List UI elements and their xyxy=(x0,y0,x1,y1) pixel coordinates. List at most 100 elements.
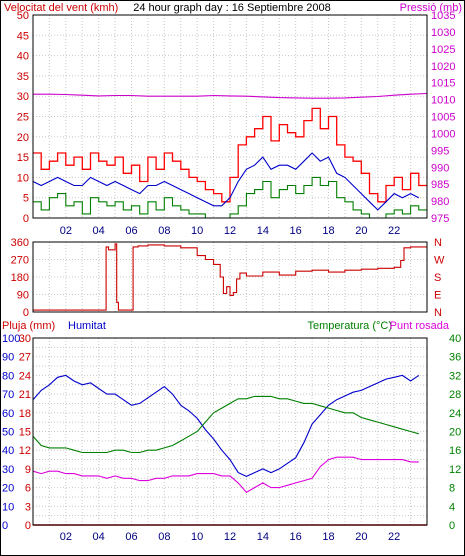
series-pressure xyxy=(33,92,428,99)
rain-tick-27: 27 xyxy=(19,352,31,364)
hour-ticks-bottom: 02 04 06 08 10 12 14 16 18 20 22 xyxy=(60,531,401,543)
pressure-tick-1015: 1015 xyxy=(431,78,455,90)
rain-tick-24: 24 xyxy=(19,370,31,382)
wind-speed-ticks: 0 5 10 15 20 25 30 35 40 45 50 xyxy=(17,10,29,225)
hour-tick-top-02: 02 xyxy=(60,225,72,237)
pressure-ticks: 975 980 985 990 995 1000 1005 1010 1015 1020 1025 1… xyxy=(431,10,455,225)
pressure-tick-975: 975 xyxy=(431,213,449,225)
rain-tick-30: 30 xyxy=(19,333,31,345)
panel-wind-pressure-grid xyxy=(33,15,427,218)
wind-tick-40: 40 xyxy=(17,51,29,63)
hour-tick-top-08: 08 xyxy=(158,225,170,237)
hour-tick-top-12: 12 xyxy=(224,225,236,237)
pressure-tick-1010: 1010 xyxy=(431,95,455,107)
wind-tick-45: 45 xyxy=(17,30,29,42)
temp-tick-8: 8 xyxy=(449,483,455,495)
hour-tick-top-06: 06 xyxy=(125,225,137,237)
hour-tick-top-10: 10 xyxy=(191,225,203,237)
hour-tick-top-16: 16 xyxy=(290,225,302,237)
panel-wind-pressure: Velocitat del vent (kmh) 24 hour graph d… xyxy=(4,2,462,237)
series-temperature xyxy=(32,395,419,454)
rain-axis-label: Pluja (mm) xyxy=(2,320,55,332)
wind-tick-0: 0 xyxy=(23,213,29,225)
series-minimum xyxy=(33,176,427,219)
rain-tick-9: 9 xyxy=(25,464,31,476)
compass-tick-N-4: N xyxy=(434,237,442,249)
hour-tick-bottom-04: 04 xyxy=(93,531,105,543)
wind-tick-15: 15 xyxy=(17,152,29,164)
series-dewpoint xyxy=(32,456,419,494)
hour-tick-bottom-20: 20 xyxy=(355,531,367,543)
rain-ticks: 0 3 6 9 12 15 18 21 24 27 30 xyxy=(19,333,31,532)
pressure-tick-995: 995 xyxy=(431,145,449,157)
pressure-tick-1000: 1000 xyxy=(431,128,455,140)
hour-tick-bottom-08: 08 xyxy=(158,531,170,543)
hour-tick-bottom-06: 06 xyxy=(125,531,137,543)
direction-tick-90: 90 xyxy=(17,290,29,302)
panel-wind-direction-series xyxy=(33,243,427,311)
rain-tick-18: 18 xyxy=(19,408,31,420)
humidity-tick-80: 80 xyxy=(2,370,14,382)
temp-tick-12: 12 xyxy=(449,464,461,476)
temp-tick-16: 16 xyxy=(449,445,461,457)
pressure-tick-1030: 1030 xyxy=(431,27,455,39)
temp-tick-32: 32 xyxy=(449,370,461,382)
hour-tick-top-20: 20 xyxy=(355,225,367,237)
hour-tick-top-18: 18 xyxy=(322,225,334,237)
temp-tick-28: 28 xyxy=(449,389,461,401)
dewpoint-axis-label: Punt rosada xyxy=(390,320,450,332)
chart-title: 24 hour graph day : 16 Septiembre 2008 xyxy=(133,2,331,14)
compass-tick-W-3: W xyxy=(434,255,445,267)
compass-tick-N-0: N xyxy=(434,307,442,319)
temperature-axis-label: Temperatura (°C) xyxy=(308,320,392,332)
humidity-tick-0: 0 xyxy=(2,520,8,532)
humidity-tick-10: 10 xyxy=(2,501,14,513)
hour-tick-bottom-16: 16 xyxy=(290,531,302,543)
humidity-tick-20: 20 xyxy=(2,483,14,495)
humidity-axis-label: Humitat xyxy=(68,320,106,332)
temp-tick-0: 0 xyxy=(449,520,455,532)
wind-speed-axis-label: Velocitat del vent (kmh) xyxy=(4,2,118,14)
compass-tick-E-1: E xyxy=(434,290,441,302)
rain-tick-0: 0 xyxy=(25,520,31,532)
rain-tick-12: 12 xyxy=(19,445,31,457)
compass-tick-S-2: S xyxy=(434,272,441,284)
humidity-tick-40: 40 xyxy=(2,445,14,457)
pressure-axis-label: Pressió (mb) xyxy=(400,2,462,14)
hour-tick-bottom-14: 14 xyxy=(257,531,269,543)
wind-tick-25: 25 xyxy=(17,112,29,124)
hour-tick-bottom-18: 18 xyxy=(322,531,334,543)
direction-tick-270: 270 xyxy=(11,255,29,267)
hour-tick-top-04: 04 xyxy=(93,225,105,237)
wind-tick-35: 35 xyxy=(17,71,29,83)
wind-tick-5: 5 xyxy=(23,193,29,205)
pressure-tick-1005: 1005 xyxy=(431,112,455,124)
wind-tick-30: 30 xyxy=(17,91,29,103)
pressure-tick-990: 990 xyxy=(431,162,449,174)
pressure-tick-1020: 1020 xyxy=(431,61,455,73)
direction-degree-ticks: 0 90 180 270 360 xyxy=(11,237,29,319)
panel-wind-pressure-frame xyxy=(32,14,428,219)
direction-tick-180: 180 xyxy=(11,272,29,284)
series-gust xyxy=(33,107,427,203)
pressure-tick-1035: 1035 xyxy=(431,10,455,22)
hour-tick-top-22: 22 xyxy=(388,225,400,237)
temp-tick-20: 20 xyxy=(449,427,461,439)
humidity-tick-70: 70 xyxy=(2,389,14,401)
temp-tick-24: 24 xyxy=(449,408,461,420)
pressure-tick-985: 985 xyxy=(431,179,449,191)
hour-tick-bottom-02: 02 xyxy=(60,531,72,543)
humidity-ticks: 0 10 20 30 40 50 60 70 80 90 100 xyxy=(2,333,20,532)
temp-tick-4: 4 xyxy=(449,501,455,513)
panel-wind-pressure-series xyxy=(32,92,428,219)
direction-tick-360: 360 xyxy=(11,237,29,249)
humidity-tick-60: 60 xyxy=(2,408,14,420)
hour-ticks-top: 02 04 06 08 10 12 14 16 18 20 22 xyxy=(60,225,401,237)
series-direction xyxy=(33,243,427,311)
panel-wind-direction-frame xyxy=(32,241,428,313)
